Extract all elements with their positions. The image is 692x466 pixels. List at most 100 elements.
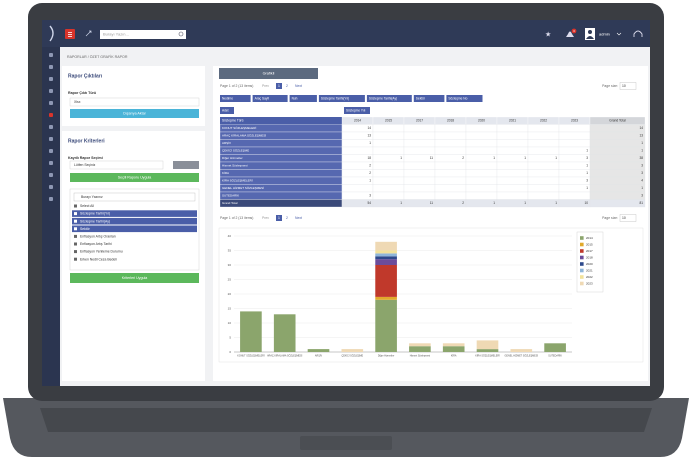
cell — [341, 184, 374, 193]
pager-prev[interactable]: Prev — [262, 216, 269, 220]
legend-swatch — [580, 262, 584, 266]
sidebar-icon[interactable] — [49, 185, 53, 189]
pager-next[interactable]: Next — [295, 216, 302, 220]
bar-segment — [375, 241, 397, 251]
sidebar-icon[interactable] — [49, 125, 53, 129]
cell-value: 2 — [369, 171, 371, 175]
sidebar-icon[interactable] — [49, 53, 53, 57]
drag-icon[interactable] — [74, 204, 77, 208]
drag-icon[interactable] — [74, 227, 77, 231]
column-field-chip[interactable] — [344, 107, 370, 114]
list-item[interactable]: Enflasyon Yenileme Durumu — [80, 250, 123, 254]
cell — [496, 146, 529, 155]
criteria-list: Select All Sözleşme Tarihi(Yıl) Sözleşme T… — [72, 204, 197, 261]
sidebar-icon[interactable] — [49, 173, 53, 177]
bar-segment — [240, 311, 262, 352]
page-number[interactable]: 2 — [286, 84, 288, 88]
bar-segment — [307, 349, 330, 352]
list-item[interactable]: Select All — [80, 204, 94, 208]
list-item[interactable]: Sözleşme Tarihi(Yıl) — [80, 212, 110, 216]
apply-saved-button[interactable] — [70, 173, 199, 182]
measure-chip[interactable] — [220, 107, 234, 114]
row-header-label: ARŞİV — [222, 140, 231, 145]
field-chip[interactable] — [318, 95, 365, 102]
sidebar-icon[interactable] — [49, 77, 53, 81]
y-tick-label: 25 — [228, 277, 232, 281]
keyboard — [40, 408, 652, 432]
cell — [527, 139, 560, 148]
field-chip[interactable] — [289, 95, 317, 102]
export-button[interactable] — [70, 109, 199, 118]
field-chip[interactable] — [366, 95, 412, 102]
selected-row — [72, 210, 197, 217]
sidebar-icon[interactable] — [49, 89, 53, 93]
drag-icon[interactable] — [74, 250, 77, 254]
x-tick-label: ÇEKİCİ SÖZLEŞME — [341, 355, 363, 358]
list-item[interactable]: Enflasyon Artış Tarihi — [80, 242, 112, 246]
search-box[interactable] — [100, 30, 186, 39]
drag-icon[interactable] — [74, 219, 77, 223]
list-item[interactable]: Erken Nedil Ceza Bedeli — [80, 257, 117, 261]
page-size-select[interactable] — [619, 214, 637, 222]
field-chip[interactable] — [446, 95, 483, 102]
page-number[interactable]: 2 — [286, 216, 288, 220]
sidebar-icon[interactable] — [49, 113, 53, 117]
drag-icon[interactable] — [74, 234, 77, 238]
apply-button[interactable] — [70, 273, 199, 283]
sidebar-icon[interactable] — [49, 161, 53, 165]
sidebar-icon[interactable] — [49, 149, 53, 153]
row-header-label: KİRA SÖZLEŞMELERİ — [222, 178, 253, 183]
cell — [527, 161, 560, 170]
delete-button[interactable] — [173, 161, 199, 169]
expand-icon[interactable] — [85, 30, 92, 37]
select[interactable] — [69, 97, 200, 107]
tab[interactable] — [219, 68, 318, 79]
legend-swatch — [580, 249, 584, 253]
list-search[interactable] — [73, 192, 196, 202]
pager-prev[interactable]: Prev — [262, 84, 269, 88]
user-name[interactable]: admin — [599, 32, 610, 37]
cell — [527, 176, 560, 185]
legend-swatch — [580, 242, 584, 247]
cell — [589, 161, 646, 170]
pager-next[interactable]: Next — [295, 84, 302, 88]
field-chip[interactable] — [252, 95, 288, 102]
cell — [589, 146, 646, 155]
drag-icon[interactable] — [74, 242, 77, 246]
page-number[interactable]: 1 — [278, 84, 280, 88]
x-tick-label: KONUT SÖZLEŞMELERİ — [237, 355, 265, 358]
star-icon[interactable]: ★ — [545, 30, 551, 38]
card-title: Rapor Çıktıları — [68, 73, 103, 79]
row-header — [219, 139, 343, 148]
column-header-label: 2015 — [385, 119, 392, 123]
sidebar-icon[interactable] — [49, 101, 53, 105]
button-label: Seçili Raporu Uygula — [118, 176, 152, 180]
list-item[interactable]: Sözleşme Tarihi(Ay) — [80, 219, 110, 223]
sidebar-icon[interactable] — [49, 137, 53, 141]
list-item[interactable]: Enflasyon Artış Oranları — [80, 234, 116, 238]
bell-icon[interactable] — [566, 31, 574, 38]
field-chip[interactable] — [220, 95, 251, 102]
cell-value: 3 — [641, 164, 643, 168]
cell-value: 1 — [641, 141, 643, 145]
cell-value: 38 — [639, 156, 643, 160]
row-field-chip[interactable] — [220, 117, 342, 125]
list-item[interactable]: Sektör — [80, 227, 91, 231]
button-label: Dışarıya Aktar — [123, 112, 146, 116]
sidebar-icon[interactable] — [49, 197, 53, 201]
pager-info: Page 1 of 2 (13 items) — [220, 84, 253, 88]
legend-swatch — [580, 281, 584, 286]
drag-icon[interactable] — [74, 257, 77, 261]
drag-icon[interactable] — [74, 212, 77, 216]
page-size-select[interactable] — [619, 82, 637, 90]
cell-value: 1 — [555, 156, 557, 160]
cell — [589, 124, 646, 133]
cell — [372, 139, 405, 148]
page-number[interactable]: 1 — [278, 216, 280, 220]
field-chip[interactable] — [413, 95, 445, 102]
cell — [465, 191, 498, 200]
select[interactable] — [69, 160, 164, 170]
sidebar-icon[interactable] — [49, 65, 53, 69]
headset-icon[interactable] — [633, 30, 643, 37]
cell — [527, 169, 560, 178]
